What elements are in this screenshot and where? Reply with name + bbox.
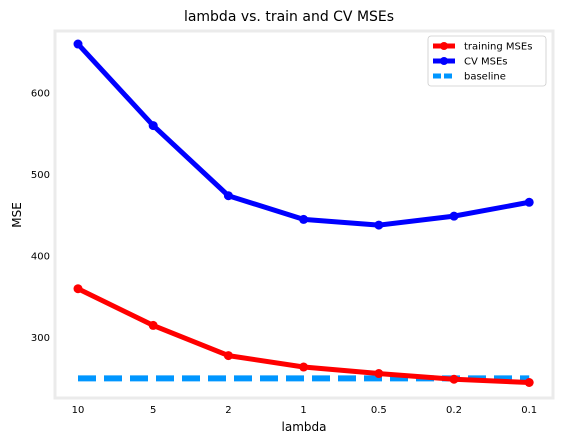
data-point-training-mses [449, 374, 459, 384]
legend-box [427, 35, 547, 87]
x-tick-label: 0.1 [521, 405, 537, 416]
x-tick-label: 5 [150, 405, 156, 416]
data-point-cv-mses [73, 39, 83, 49]
data-point-cv-mses [299, 214, 309, 224]
chart-title: lambda vs. train and CV MSEs [184, 9, 394, 25]
data-point-cv-mses [449, 211, 459, 221]
data-point-cv-mses [223, 191, 233, 201]
legend-label-training-mses: training MSEs [464, 42, 532, 53]
data-point-cv-mses [374, 220, 384, 230]
legend-label-cv-mses: CV MSEs [464, 57, 508, 68]
legend-marker-training-mses [440, 42, 448, 50]
legend: training MSEs CV MSEs baseline [427, 35, 547, 87]
data-point-training-mses [299, 362, 309, 372]
data-point-training-mses [73, 284, 83, 294]
x-tick-label: 10 [72, 405, 85, 416]
legend-label-baseline: baseline [464, 72, 506, 83]
y-axis-label: MSE [10, 202, 24, 228]
y-axis: 300 400 500 600 [31, 88, 50, 344]
x-axis-label: lambda [282, 420, 327, 434]
y-tick-label: 500 [31, 170, 50, 181]
data-point-training-mses [223, 351, 233, 361]
x-tick-label: 2 [225, 405, 231, 416]
data-point-training-mses [524, 378, 534, 388]
data-point-training-mses [374, 369, 384, 379]
y-tick-label: 300 [31, 333, 50, 344]
data-point-training-mses [148, 320, 158, 330]
legend-marker-cv-mses [440, 57, 448, 65]
x-tick-label: 1 [300, 405, 306, 416]
x-tick-label: 0.2 [446, 405, 462, 416]
y-tick-label: 600 [31, 88, 50, 99]
data-point-cv-mses [148, 121, 158, 131]
y-tick-label: 400 [31, 252, 50, 263]
x-axis: 10 5 2 1 0.5 0.2 0.1 [72, 405, 538, 416]
data-point-cv-mses [524, 197, 534, 207]
series-layer [73, 39, 534, 388]
x-tick-label: 0.5 [371, 405, 387, 416]
